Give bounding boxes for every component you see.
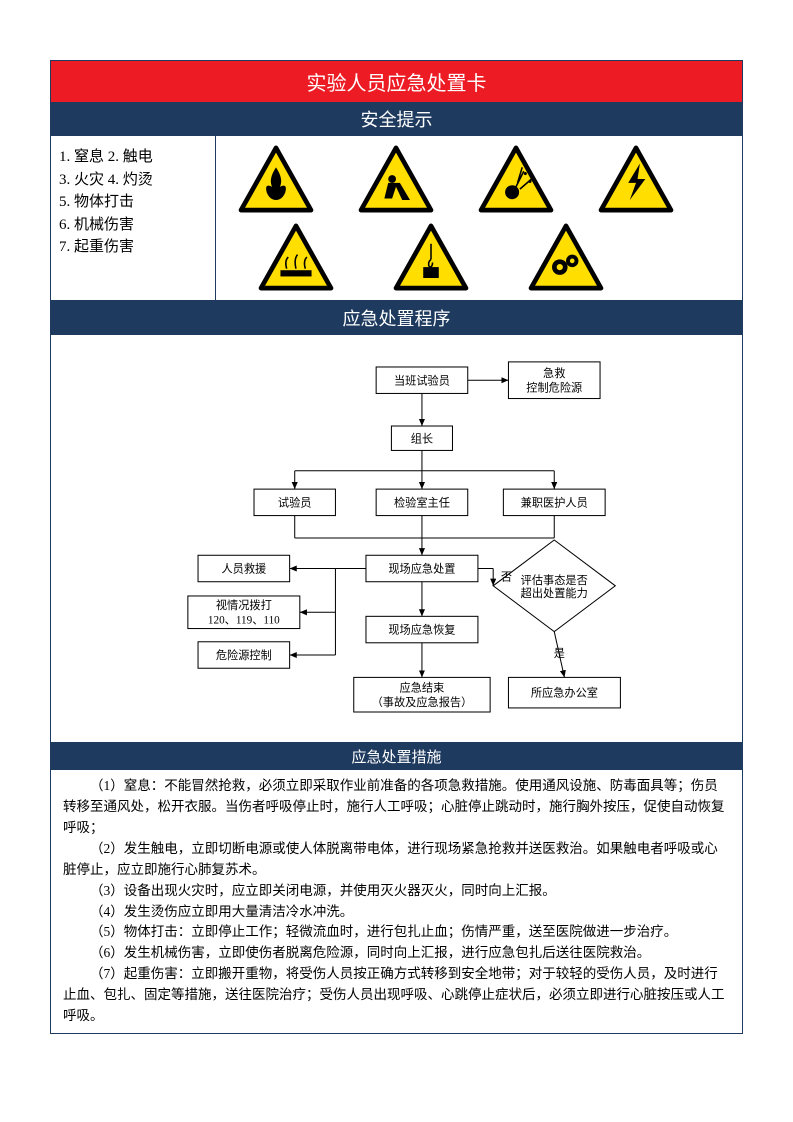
gear-warning-icon [526,222,606,292]
main-title: 实验人员应急处置卡 [51,61,742,102]
measure-item: （3）设备出现火灾时，应立即关闭电源，并使用灭火器灭火，同时向上汇报。 [63,881,730,902]
measure-item: （5）物体打击：立即停止工作；轻微流血时，进行包扎止血；伤情严重，送至医院做进一… [63,922,730,943]
svg-text:超出处置能力: 超出处置能力 [521,586,588,600]
svg-text:评估事态是否: 评估事态是否 [521,574,588,587]
svg-text:是: 是 [554,647,565,660]
svg-text:危险源控制: 危险源控制 [216,648,272,662]
icon-row-1 [226,144,732,214]
electric-warning-icon [596,144,676,214]
safety-section: 1. 窒息 2. 触电 3. 火灾 4. 灼烫 5. 物体打击 6. 机械伤害 … [51,136,742,301]
measure-item: （4）发生烫伤应立即用大量清洁冷水冲洗。 [63,902,730,923]
svg-text:现场应急恢复: 现场应急恢复 [388,623,455,637]
procedure-header: 应急处置程序 [51,301,742,335]
svg-text:（事故及应急报告）: （事故及应急报告） [372,695,473,709]
confined-warning-icon [356,144,436,214]
measures-header: 应急处置措施 [51,743,742,770]
svg-text:控制危险源: 控制危险源 [526,380,582,394]
svg-text:应急结束: 应急结束 [400,681,445,695]
hazard-text: 1. 窒息 2. 触电 3. 火灾 4. 灼烫 5. 物体打击 6. 机械伤害 … [59,146,207,259]
svg-text:急救: 急救 [543,366,565,380]
burn-warning-icon [256,222,336,292]
fire-warning-icon [236,144,316,214]
measure-item: （2）发生触电，立即切断电源或使人体脱离带电体，进行现场紧急抢救并送医救治。如果… [63,839,730,881]
crane-warning-icon [391,222,471,292]
svg-text:检验室主任: 检验室主任 [394,495,450,509]
svg-text:否: 否 [501,572,512,584]
svg-text:现场应急处置: 现场应急处置 [388,562,455,576]
warning-icons-area [216,136,742,300]
flowchart-area: 当班试验员 急救控制危险源组长试验员 检验室主任 兼职医护人员人员救援视情况拨打 120… [51,335,742,743]
svg-text:人员救援: 人员救援 [221,562,266,576]
measures-list: （1）窒息：不能冒然抢救，必须立即采取作业前准备的各项急救措施。使用通风设施、防… [51,770,742,1033]
svg-text:试验员: 试验员 [278,495,312,509]
measure-item: （1）窒息：不能冒然抢救，必须立即采取作业前准备的各项急救措施。使用通风设施、防… [63,776,730,839]
measure-item: （7）起重伤害：立即搬开重物，将受伤人员按正确方式转移到安全地带；对于较轻的受伤… [63,964,730,1027]
svg-text:所应急办公室: 所应急办公室 [531,686,598,700]
svg-text:当班试验员: 当班试验员 [394,373,450,387]
safety-header: 安全提示 [51,102,742,136]
hazard-list: 1. 窒息 2. 触电 3. 火灾 4. 灼烫 5. 物体打击 6. 机械伤害 … [51,136,216,300]
icon-row-2 [226,222,732,292]
emergency-card: 实验人员应急处置卡 安全提示 1. 窒息 2. 触电 3. 火灾 4. 灼烫 5… [50,60,743,1034]
svg-text:兼职医护人员: 兼职医护人员 [521,495,588,509]
measure-item: （6）发生机械伤害，立即使伤者脱离危险源，同时向上汇报，进行应急包扎后送往医院救… [63,943,730,964]
svg-text:组长: 组长 [411,431,433,445]
flowchart-svg: 当班试验员 急救控制危险源组长试验员 检验室主任 兼职医护人员人员救援视情况拨打 120… [81,350,712,730]
svg-text:120、119、110: 120、119、110 [208,614,280,626]
svg-text:视情况拨打: 视情况拨打 [216,598,272,612]
explosion-warning-icon [476,144,556,214]
